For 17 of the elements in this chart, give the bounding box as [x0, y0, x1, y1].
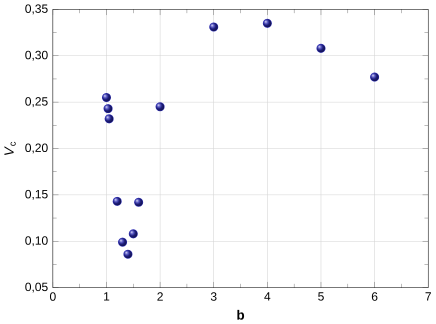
x-tick-label: 1 — [104, 292, 110, 300]
y-tick-label: 0,25 — [25, 97, 48, 108]
y-tick-label: 0,20 — [25, 143, 48, 154]
y-tick-label: 0,15 — [25, 190, 48, 200]
x-tick-label: 0 — [50, 292, 56, 301]
y-tick-label: 0,05 — [25, 282, 48, 292]
x-tick-label: 2 — [157, 292, 163, 301]
x-tick-label: 3 — [210, 292, 217, 301]
x-axis-title: b — [237, 310, 244, 320]
x-tick-label: 7 — [426, 292, 431, 300]
y-tick-label: 0,35 — [25, 4, 48, 14]
x-tick-label: 5 — [318, 292, 324, 301]
y-axis-title: V$_{c}$ — [4, 142, 16, 155]
y-tick-label: 0,10 — [25, 236, 48, 246]
y-tick-label: 0,30 — [25, 50, 48, 61]
x-tick-label: 4 — [264, 292, 270, 300]
x-tick-label: 6 — [372, 292, 378, 301]
